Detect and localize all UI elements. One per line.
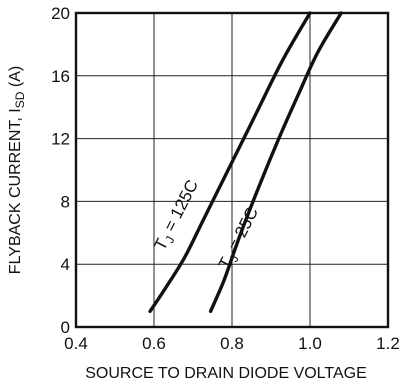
series-label-0: TJ = 125C [150, 177, 204, 255]
x-tick-label: 0.8 [220, 334, 244, 353]
y-axis-label: FLYBACK CURRENT, ISD (A) [7, 66, 27, 274]
y-tick-labels: 0 4 8 12 16 20 [51, 4, 70, 337]
series-label-rest: = 25C [222, 204, 262, 258]
series-label-1: TJ = 25C [215, 204, 265, 274]
curves [150, 13, 341, 311]
x-tick-label: 0.6 [142, 334, 166, 353]
y-axis-label-unit: (A) [7, 66, 24, 92]
y-tick-label: 0 [61, 318, 70, 337]
x-tick-label: 1.2 [376, 334, 400, 353]
y-axis-label-subscript: SD [13, 91, 27, 108]
y-tick-label: 4 [61, 255, 70, 274]
y-tick-label: 16 [51, 67, 70, 86]
x-tick-label: 1.0 [298, 334, 322, 353]
y-tick-label: 20 [51, 4, 70, 23]
y-tick-label: 12 [51, 130, 70, 149]
x-tick-labels: 0.4 0.6 0.8 1.0 1.2 [64, 334, 400, 353]
series-label-rest: = 125C [158, 177, 202, 239]
grid-lines [76, 13, 388, 327]
y-tick-label: 8 [61, 192, 70, 211]
y-axis-label-main: FLYBACK CURRENT, I [7, 108, 24, 274]
x-axis-label: SOURCE TO DRAIN DIODE VOLTAGE [85, 365, 367, 382]
